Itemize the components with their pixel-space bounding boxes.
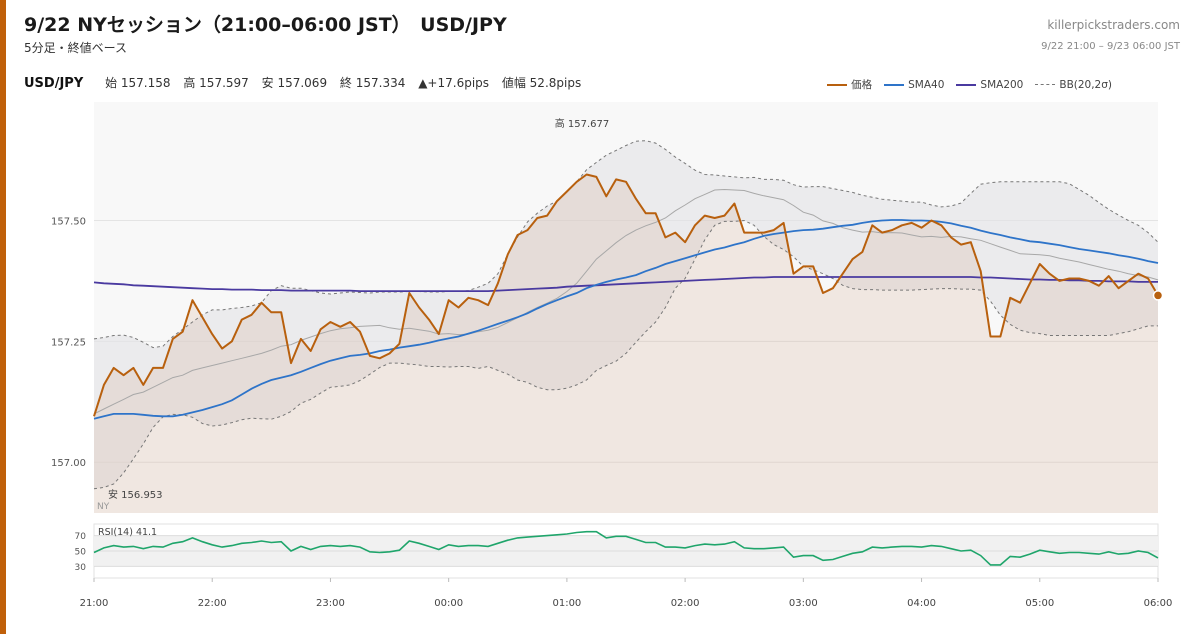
x-tick-label: 21:00 — [80, 598, 109, 609]
x-tick-label: 22:00 — [198, 598, 227, 609]
rsi-tick-label: 50 — [75, 548, 87, 558]
stat-low: 安 157.069 — [261, 76, 328, 90]
bollinger-band-fill — [94, 140, 1158, 489]
legend-item-sma40: SMA40 — [884, 79, 944, 91]
legend-item-bb: BB(20,2σ) — [1035, 79, 1112, 91]
x-tick-label: 01:00 — [552, 598, 581, 609]
price-line — [93, 173, 1159, 417]
rsi-label: RSI(14) 41.1 — [98, 527, 157, 538]
accent-bar — [0, 0, 6, 634]
rsi-tick-label: 70 — [75, 532, 87, 542]
high-annotation: 高 157.677 — [555, 117, 610, 130]
date-range: 9/22 21:00 – 9/23 06:00 JST — [1041, 41, 1180, 52]
site-name: killerpickstraders.com — [1047, 18, 1180, 32]
rsi-line — [93, 530, 1159, 566]
y-tick-label: 157.50 — [51, 216, 86, 227]
x-tick-label: 23:00 — [316, 598, 345, 609]
stat-width: 値幅 52.8pips — [501, 76, 582, 90]
legend-label-bb: BB(20,2σ) — [1059, 78, 1112, 91]
page-subtitle: 5分足・終値ベース — [24, 41, 128, 55]
bollinger-mid-line — [93, 188, 1159, 415]
legend-item-sma200: SMA200 — [956, 79, 1023, 91]
x-tick-label: 03:00 — [789, 598, 818, 609]
x-tick-label: 00:00 — [434, 598, 463, 609]
pair-label: USD/JPY — [24, 76, 84, 91]
y-tick-label: 157.25 — [51, 337, 86, 348]
last-price-marker — [1152, 290, 1164, 301]
sma40-line — [93, 219, 1159, 420]
legend-item-price: 価格 — [827, 77, 872, 92]
legend-label-sma200: SMA200 — [980, 78, 1024, 91]
y-tick-label: 157.00 — [51, 458, 86, 469]
bollinger-lower-line — [93, 219, 1158, 490]
x-tick-label: 05:00 — [1025, 598, 1054, 609]
rsi-tick-label: 30 — [75, 563, 87, 573]
page-title: 9/22 NYセッション（21:00–06:00 JST） USD/JPY — [24, 14, 507, 36]
x-tick-label: 06:00 — [1144, 598, 1173, 609]
x-tick-label: 04:00 — [907, 598, 936, 609]
stat-high: 高 157.597 — [183, 76, 249, 90]
x-tick-label: 02:00 — [671, 598, 700, 609]
stat-open: 始 157.158 — [105, 76, 171, 90]
chart-legend: 価格 SMA40 SMA200 BB(20,2σ) — [827, 77, 1112, 92]
legend-label-sma40: SMA40 — [908, 78, 945, 91]
price-area-fill — [94, 174, 1158, 513]
stat-change: ▲+17.6pips — [418, 76, 490, 90]
session-label: NY — [97, 502, 110, 512]
stats-bar: USD/JPY 始 157.158 高 157.597 安 157.069 終 … — [24, 74, 590, 91]
legend-swatch-sma200 — [956, 83, 977, 86]
legend-swatch-price — [827, 83, 848, 86]
low-annotation: 安 156.953 — [108, 488, 163, 501]
legend-label-price: 価格 — [851, 79, 873, 91]
stat-close: 終 157.334 — [339, 76, 406, 90]
legend-swatch-sma40 — [884, 83, 905, 86]
legend-swatch-bb — [1035, 84, 1056, 85]
